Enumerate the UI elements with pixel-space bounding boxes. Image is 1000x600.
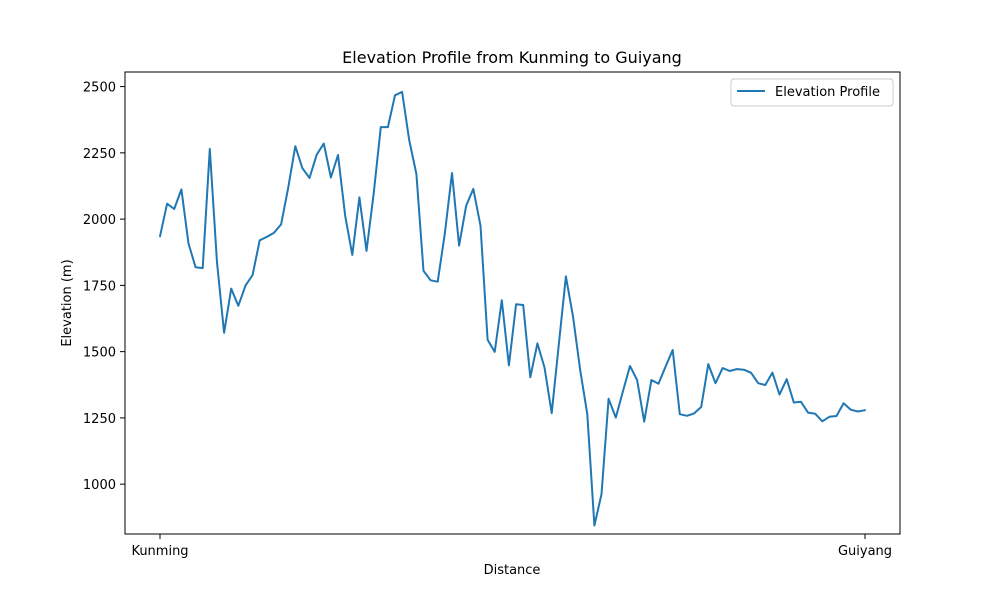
y-tick-label: 2500 <box>83 81 116 96</box>
y-tick-label: 1750 <box>83 279 116 294</box>
y-tick-label: 2000 <box>83 213 116 228</box>
y-axis-label: Elevation (m) <box>60 259 75 346</box>
legend-label: Elevation Profile <box>775 85 880 100</box>
legend: Elevation Profile <box>730 78 894 107</box>
x-tick-label-start: Kunming <box>131 544 188 559</box>
y-axis-ticks: 1000 1250 1500 1750 2000 2250 2500 <box>83 81 125 493</box>
x-axis-ticks: Kunming Guiyang <box>131 534 892 559</box>
plot-area <box>124 71 901 535</box>
series-line-elevation-profile <box>159 90 866 527</box>
x-tick-label-end: Guiyang <box>838 544 892 559</box>
y-tick-label: 1000 <box>83 478 116 493</box>
y-tick-label: 1250 <box>83 412 116 427</box>
legend-box <box>730 78 894 107</box>
y-tick-label: 2250 <box>83 147 116 162</box>
x-axis-label: Distance <box>484 563 541 578</box>
y-tick-label: 1500 <box>83 346 116 361</box>
chart-title: Elevation Profile from Kunming to Guiyan… <box>342 48 682 67</box>
